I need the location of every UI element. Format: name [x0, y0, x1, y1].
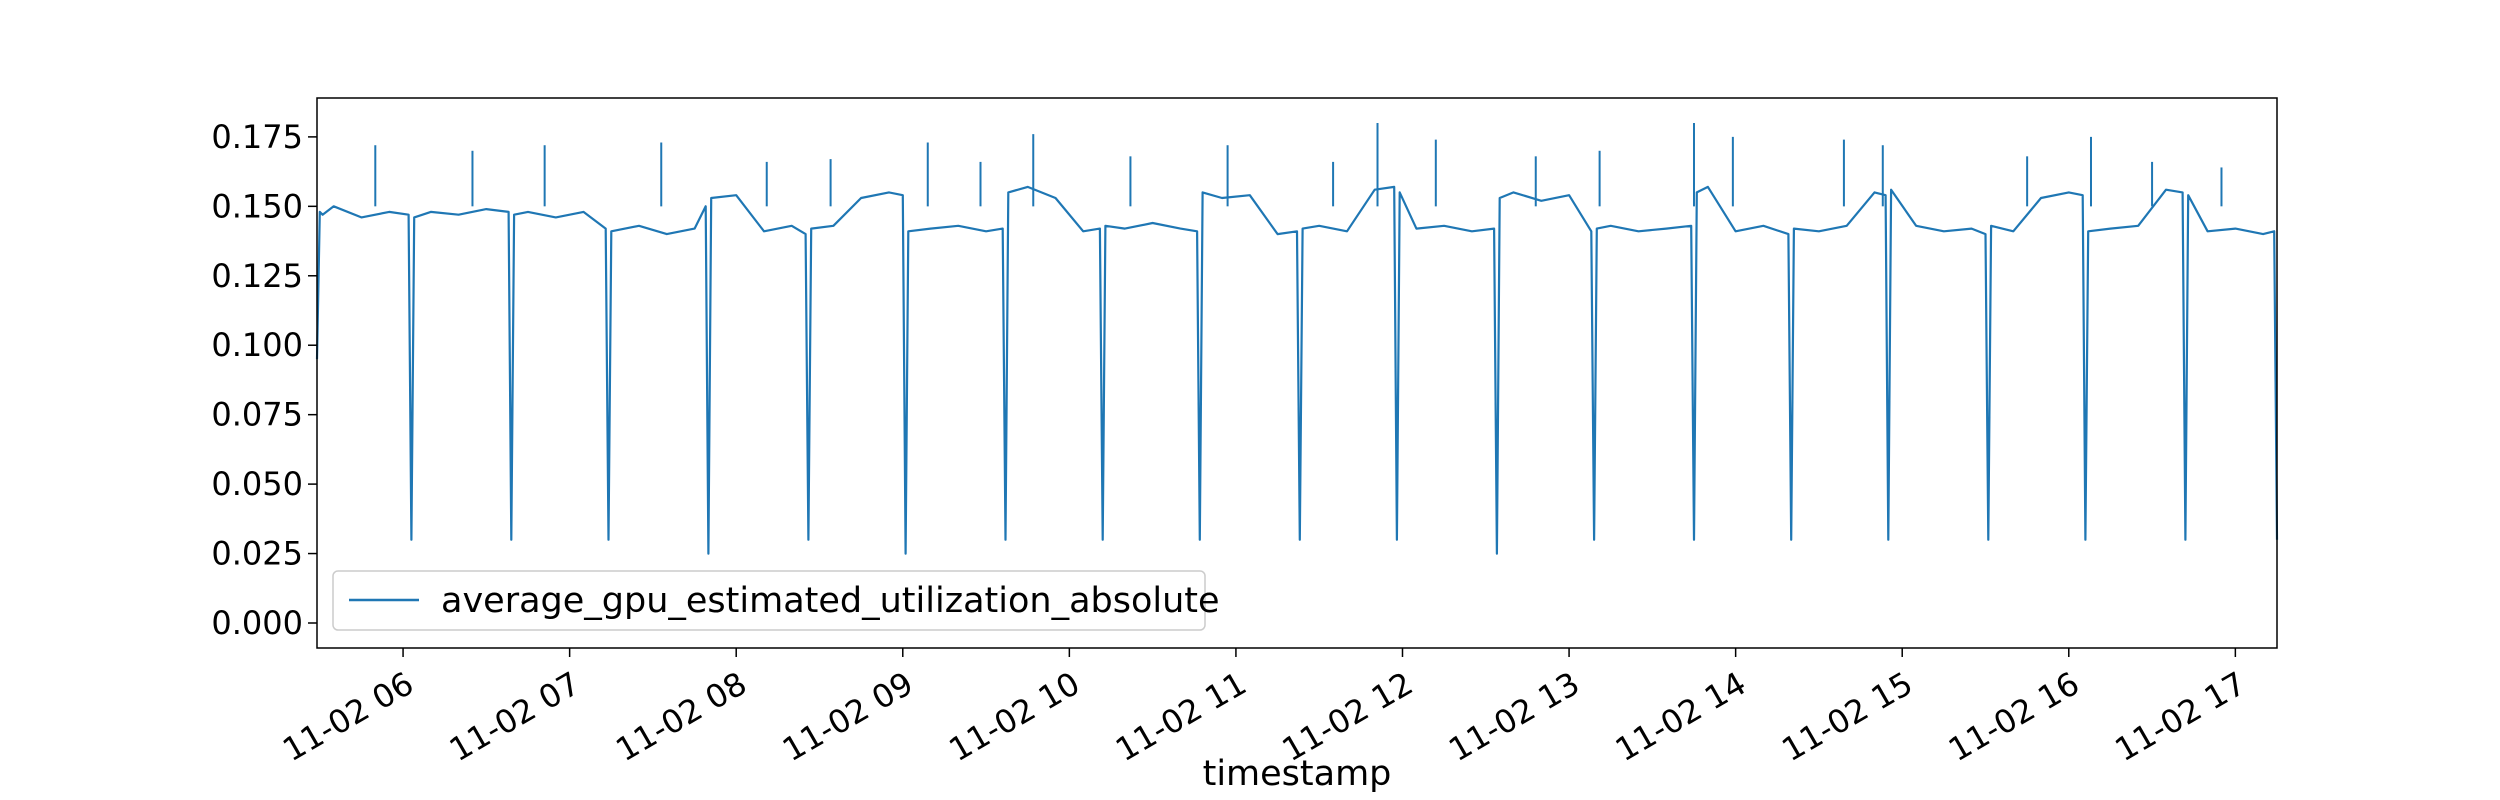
legend-label: average_gpu_estimated_utilization_absolu…	[441, 581, 1220, 621]
y-tick-label: 0.050	[211, 465, 303, 503]
y-tick-label: 0.025	[211, 535, 303, 573]
y-axis: 0.000 0.025 0.050 0.075 0.100 0.125 0.150 0.175	[211, 118, 317, 642]
y-tick-label: 0.000	[211, 604, 303, 642]
y-tick-label: 0.150	[211, 187, 303, 225]
legend: average_gpu_estimated_utilization_absolu…	[332, 570, 1220, 631]
legend-box	[332, 570, 1206, 631]
series-line	[315, 185, 2279, 555]
x-axis-label: timestamp	[1203, 754, 1392, 794]
series-group	[315, 123, 2279, 555]
plot-area-background	[317, 98, 2277, 648]
y-tick-label: 0.100	[211, 326, 303, 364]
plot-frame	[316, 97, 2278, 649]
y-tick-label: 0.075	[211, 396, 303, 434]
y-tick-label: 0.125	[211, 257, 303, 295]
y-tick-label: 0.175	[211, 118, 303, 156]
